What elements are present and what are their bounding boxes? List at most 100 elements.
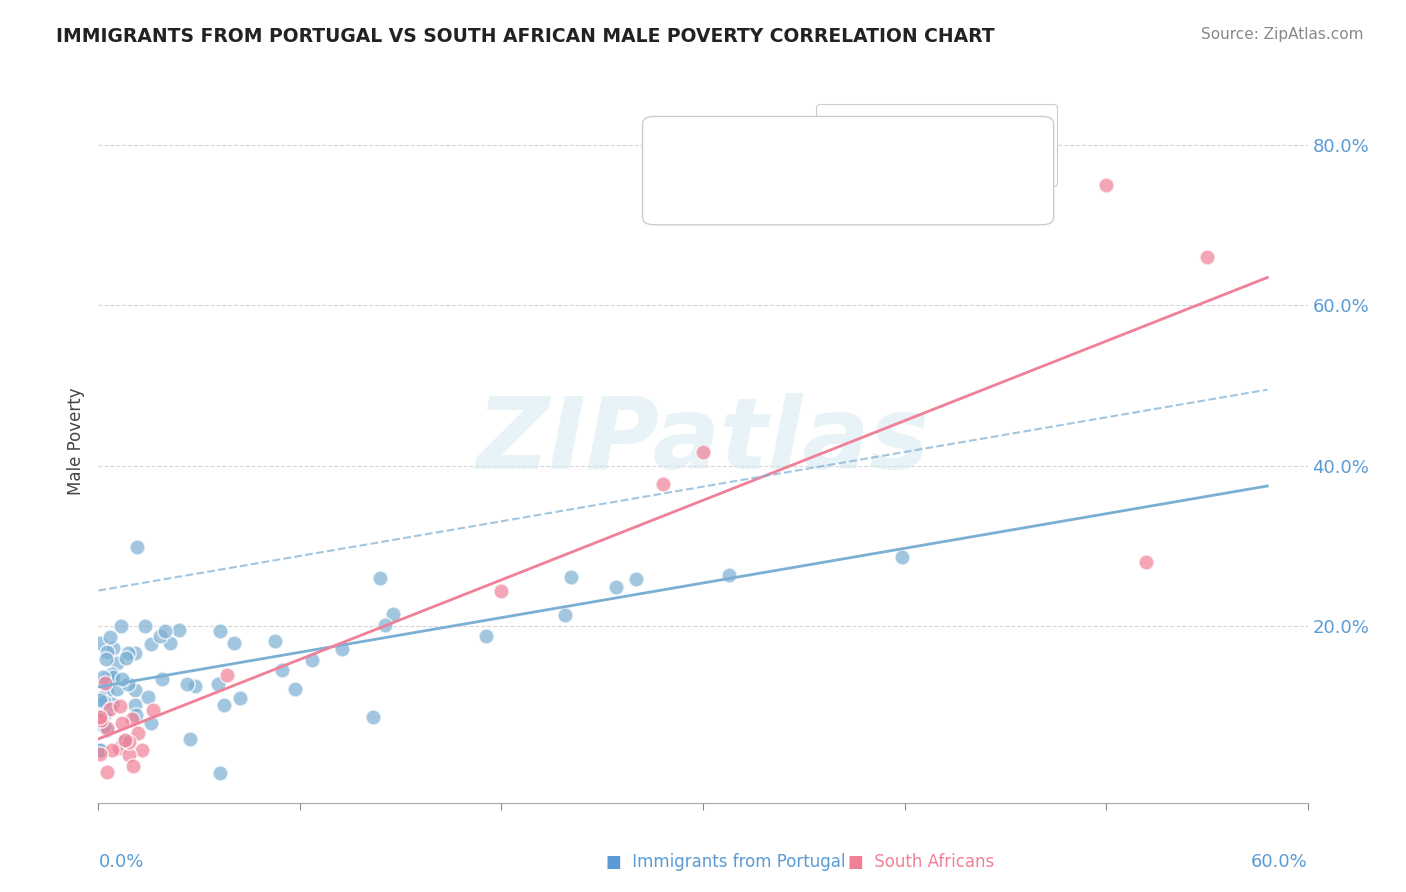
Point [149, 629, 172, 643]
Point [121, 712, 143, 726]
Point [89, 635, 111, 649]
Point [101, 670, 124, 684]
Point [717, 568, 740, 582]
Point [475, 629, 498, 643]
Point [125, 541, 148, 555]
Point [131, 742, 153, 756]
Point [91, 670, 114, 684]
Point [117, 646, 139, 660]
Point [101, 641, 124, 656]
Point [97, 670, 120, 684]
Point [115, 651, 138, 665]
Point [121, 759, 143, 773]
FancyBboxPatch shape [643, 116, 1053, 225]
Point [605, 580, 627, 594]
Point [692, 445, 714, 459]
Point [105, 682, 128, 697]
Point [101, 667, 124, 681]
Legend: R = 0.308   N = 67, R = 0.864   N = 26: R = 0.308 N = 67, R = 0.864 N = 26 [815, 103, 1057, 186]
Text: ■  South Africans: ■ South Africans [848, 854, 994, 871]
Point [142, 703, 165, 717]
Point [110, 619, 132, 633]
Point [96, 645, 118, 659]
Point [301, 652, 323, 666]
Point [111, 735, 134, 749]
Point [1195, 250, 1218, 264]
Text: 0.0%: 0.0% [98, 854, 143, 871]
Point [90, 713, 112, 727]
Point [100, 630, 122, 644]
Point [651, 477, 673, 491]
Point [374, 617, 396, 632]
Point [108, 698, 131, 713]
Point [96, 765, 118, 780]
Point [94, 652, 117, 666]
Point [179, 732, 201, 747]
Point [153, 624, 176, 638]
Point [90, 691, 112, 706]
Point [125, 707, 148, 722]
Point [368, 571, 391, 585]
Point [224, 636, 246, 650]
Point [93, 695, 115, 709]
Point [89, 747, 111, 761]
Point [118, 747, 141, 762]
Point [139, 716, 162, 731]
Y-axis label: Male Poverty: Male Poverty [66, 388, 84, 495]
Point [110, 716, 132, 731]
Text: ■  Immigrants from Portugal: ■ Immigrants from Portugal [606, 854, 846, 871]
Point [114, 732, 136, 747]
Point [228, 691, 250, 706]
Point [124, 646, 146, 660]
Point [124, 698, 146, 712]
Point [1095, 178, 1118, 192]
Point [93, 675, 115, 690]
Point [96, 723, 118, 738]
Text: Source: ZipAtlas.com: Source: ZipAtlas.com [1201, 27, 1364, 42]
Point [101, 697, 124, 711]
Point [264, 634, 287, 648]
Point [89, 743, 111, 757]
Point [176, 677, 198, 691]
Point [118, 735, 141, 749]
Point [150, 672, 173, 686]
Point [94, 707, 117, 722]
Point [554, 607, 576, 622]
Point [1135, 555, 1157, 569]
Point [212, 698, 235, 713]
Point [90, 743, 112, 757]
Point [117, 677, 139, 691]
Point [89, 693, 111, 707]
Point [141, 637, 163, 651]
Point [136, 690, 159, 704]
Point [159, 635, 181, 649]
Point [98, 701, 121, 715]
Point [381, 607, 404, 621]
Point [89, 710, 111, 724]
Text: IMMIGRANTS FROM PORTUGAL VS SOUTH AFRICAN MALE POVERTY CORRELATION CHART: IMMIGRANTS FROM PORTUGAL VS SOUTH AFRICA… [56, 27, 995, 45]
Point [209, 765, 232, 780]
Text: 60.0%: 60.0% [1251, 854, 1308, 871]
Point [96, 685, 118, 699]
Point [127, 726, 149, 740]
Point [271, 663, 294, 677]
Point [361, 710, 384, 724]
Point [134, 619, 156, 633]
Point [890, 549, 912, 564]
Point [208, 624, 231, 638]
Point [284, 681, 307, 696]
Point [184, 679, 207, 693]
Point [624, 572, 647, 586]
Point [207, 676, 229, 690]
Point [96, 721, 118, 735]
Point [107, 740, 129, 755]
Point [111, 672, 134, 686]
Point [101, 743, 124, 757]
Point [105, 657, 128, 671]
Text: ZIPatlas: ZIPatlas [477, 393, 929, 490]
Point [330, 641, 353, 656]
Point [124, 683, 146, 698]
Point [94, 690, 117, 705]
Point [169, 623, 191, 637]
Point [491, 583, 513, 598]
